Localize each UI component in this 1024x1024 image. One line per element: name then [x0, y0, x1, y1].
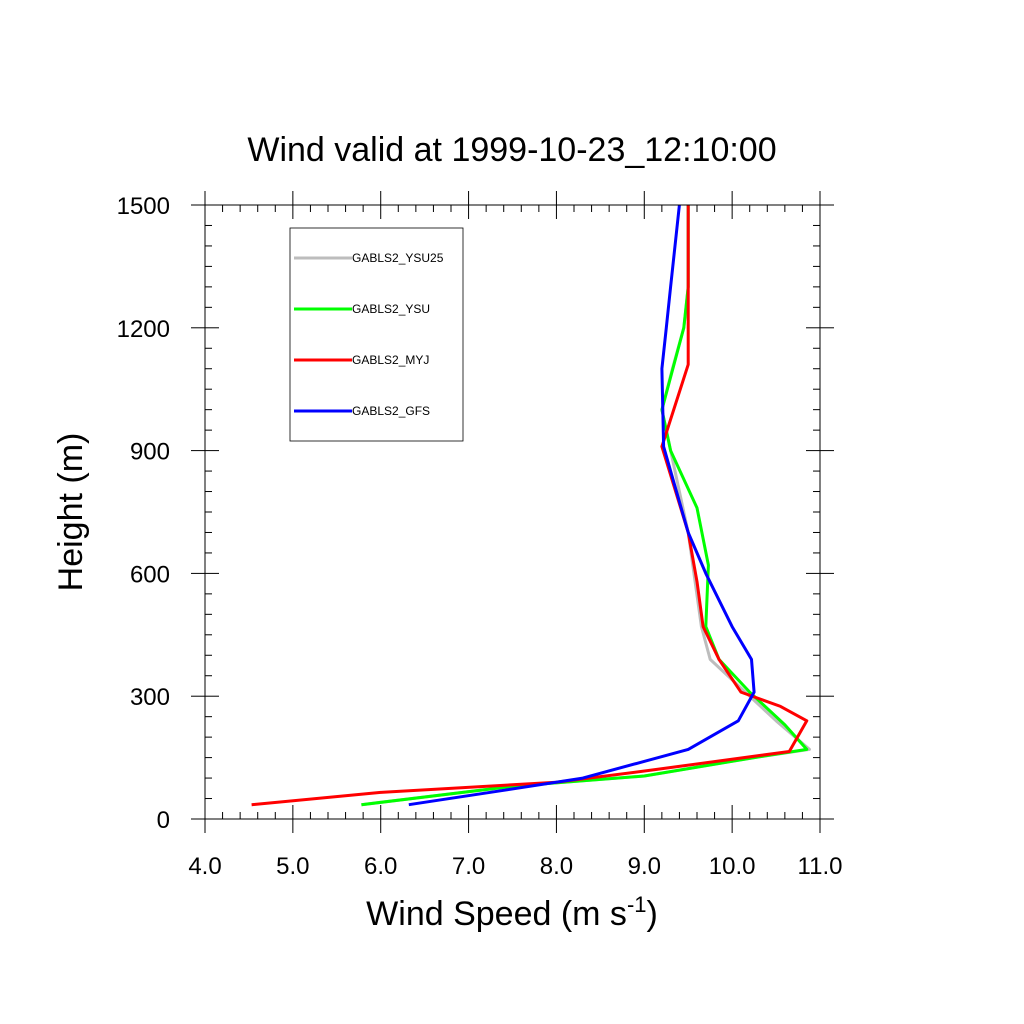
x-tick-label: 4.0: [188, 853, 221, 880]
x-axis-title: Wind Speed (m s-1): [366, 892, 658, 933]
x-tick-label: 8.0: [540, 853, 573, 880]
series-lines: [251, 204, 811, 807]
y-axis-title: Height (m): [52, 433, 90, 592]
series-line-gabls2-myj: [251, 205, 809, 807]
y-tick-label: 900: [130, 439, 170, 466]
x-tick-label: 9.0: [628, 853, 661, 880]
y-tick-labels: 0 300 600 900 1200 1500: [117, 193, 170, 834]
x-tick-label: 6.0: [364, 853, 397, 880]
x-tick-label: 10.0: [709, 853, 756, 880]
y-tick-label: 1200: [117, 316, 170, 343]
legend-label: GABLS2_YSU: [352, 302, 430, 316]
legend-label: GABLS2_GFS: [352, 404, 430, 418]
axis-ticks: [191, 191, 834, 833]
x-tick-labels: 4.0 5.0 6.0 7.0 8.0 9.0 10.0 11.0: [188, 853, 842, 880]
y-tick-label: 600: [130, 561, 170, 588]
legend: GABLS2_YSU25 GABLS2_YSU GABLS2_MYJ GABLS2_G…: [289, 227, 464, 442]
y-tick-label: 1500: [117, 193, 170, 220]
plot-frame: [204, 204, 821, 820]
y-tick-label: 300: [130, 684, 170, 711]
x-tick-label: 5.0: [276, 853, 309, 880]
chart-title: Wind valid at 1999-10-23_12:10:00: [247, 131, 776, 169]
y-tick-label: 0: [157, 807, 170, 834]
legend-label: GABLS2_YSU25: [352, 251, 444, 265]
legend-box: [289, 227, 464, 442]
series-line-gabls2-gfs: [408, 204, 756, 807]
x-tick-label: 11.0: [798, 853, 843, 880]
x-tick-label: 7.0: [452, 853, 485, 880]
legend-label: GABLS2_MYJ: [352, 353, 429, 367]
